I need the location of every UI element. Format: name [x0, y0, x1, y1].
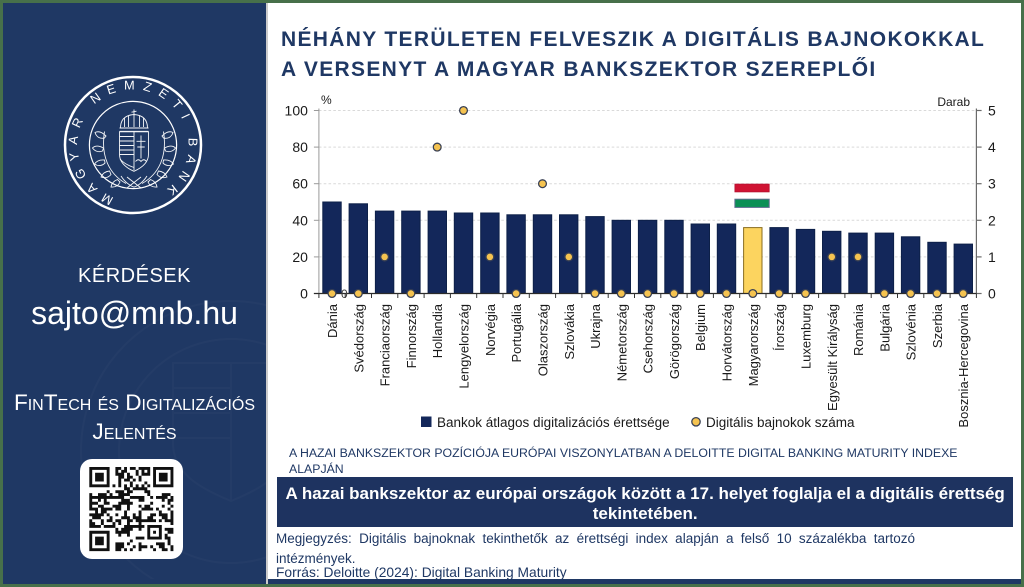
svg-text:80: 80	[292, 139, 308, 155]
svg-text:Olaszország: Olaszország	[536, 304, 551, 376]
svg-text:Lengyelország: Lengyelország	[457, 304, 472, 389]
svg-text:Franciaország: Franciaország	[378, 304, 393, 386]
svg-text:Görögország: Görögország	[667, 304, 682, 379]
svg-text:Németország: Németország	[614, 304, 629, 381]
svg-text:Finnország: Finnország	[404, 304, 419, 368]
svg-text:%: %	[321, 93, 332, 107]
svg-text:Írország: Írország	[772, 304, 787, 351]
svg-text:Digitális bajnokok száma: Digitális bajnokok száma	[706, 415, 855, 430]
svg-text:Luxemburg: Luxemburg	[799, 304, 814, 369]
svg-text:Egyesült Királyság: Egyesült Királyság	[825, 304, 840, 411]
svg-text:60: 60	[292, 176, 308, 192]
svg-text:0: 0	[341, 287, 348, 301]
svg-text:Belgium: Belgium	[693, 304, 708, 351]
svg-text:Bulgária: Bulgária	[877, 303, 892, 351]
svg-text:0: 0	[988, 286, 996, 302]
svg-text:Szlovénia: Szlovénia	[904, 303, 919, 360]
svg-text:1: 1	[988, 249, 996, 265]
svg-text:100: 100	[285, 103, 309, 119]
svg-text:40: 40	[292, 212, 308, 228]
svg-text:Ukrajna: Ukrajna	[588, 303, 603, 349]
svg-text:Svédország: Svédország	[351, 304, 366, 373]
svg-text:5: 5	[988, 103, 996, 119]
svg-text:Norvégia: Norvégia	[483, 303, 498, 356]
svg-text:3: 3	[988, 176, 996, 192]
svg-text:20: 20	[292, 249, 308, 265]
svg-text:Szlovákia: Szlovákia	[562, 303, 577, 359]
svg-text:Darab: Darab	[937, 95, 970, 109]
svg-text:Csehország: Csehország	[641, 304, 656, 373]
svg-text:Portugália: Portugália	[509, 303, 524, 362]
svg-text:Dánia: Dánia	[325, 303, 340, 338]
svg-text:Magyarország: Magyarország	[746, 304, 761, 386]
svg-text:Horvátország: Horvátország	[720, 304, 735, 381]
svg-text:Hollandia: Hollandia	[430, 303, 445, 358]
svg-text:4: 4	[988, 139, 996, 155]
svg-text:Szerbia: Szerbia	[930, 303, 945, 348]
svg-text:0: 0	[300, 286, 308, 302]
svg-text:Bankok átlagos digitalizációs: Bankok átlagos digitalizációs érettsége	[437, 415, 670, 430]
svg-text:2: 2	[988, 212, 996, 228]
svg-text:Románia: Románia	[851, 303, 866, 356]
svg-text:Bosznia-Hercegovina: Bosznia-Hercegovina	[956, 303, 971, 427]
